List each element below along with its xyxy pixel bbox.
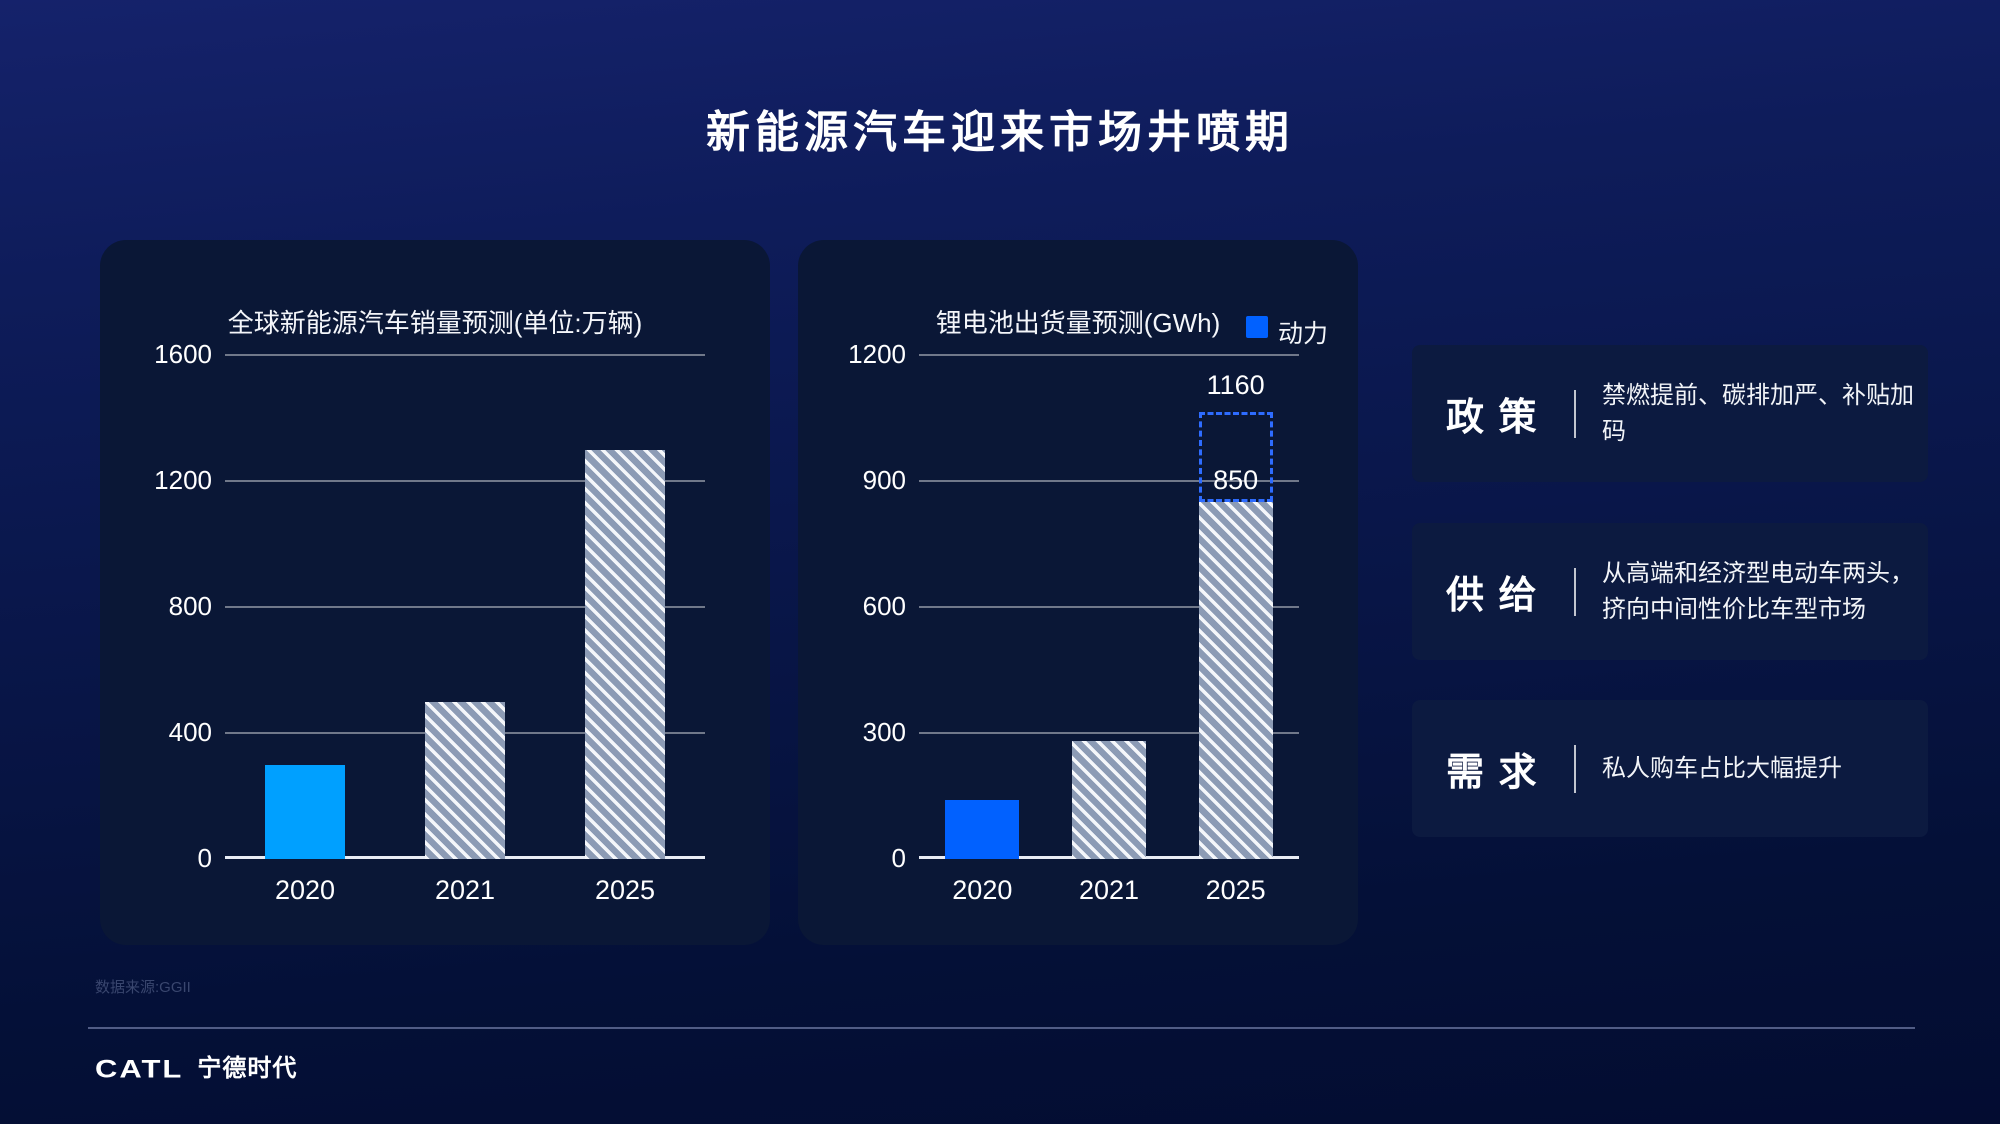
y-tick-label-1200: 1200 [848, 339, 906, 369]
y-tick-label-1600: 1600 [154, 339, 212, 369]
dashed-target-box [1198, 411, 1273, 502]
x-tick-label-2020: 2020 [274, 875, 336, 905]
y-tick-label-0: 0 [891, 843, 906, 873]
bar-value-label: 850 [1213, 465, 1259, 495]
chart-title-nev-sales: 全球新能源汽车销量预测(单位:万辆) [227, 308, 643, 338]
chart-card-nev-sales: 全球新能源汽车销量预测(单位:万辆) 0 400 800 1200 1600 2020 20… [100, 240, 770, 945]
panel-demand-heading: 需 求 [1446, 752, 1539, 794]
y-tick-label-800: 800 [168, 591, 212, 621]
x-tick-label-2020: 2020 [952, 875, 1013, 905]
bar-2025 [585, 449, 665, 859]
gridline-1600 [225, 354, 705, 356]
x-tick-label-2025: 2025 [1205, 875, 1266, 905]
panel-demand: 需 求 私人购车占比大幅提升 [1412, 700, 1928, 837]
catl-logo: CATL 宁德时代 [95, 1048, 297, 1084]
y-tick-label-900: 900 [862, 465, 906, 495]
gridline-1200 [225, 480, 705, 482]
gridline-1200 [919, 354, 1299, 356]
panel-policy-line-1: 禁燃提前、碳排加严、补贴加码 [1602, 381, 1914, 445]
panel-divider [1574, 389, 1576, 438]
panel-supply-text: 从高端和经济型电动车两头， 挤向中间性价比车型市场 [1602, 556, 1914, 628]
panel-divider [1574, 744, 1576, 793]
bar-2025 [1198, 502, 1273, 859]
legend-swatch-icon [1246, 316, 1268, 338]
data-source-note: 数据来源:GGII [95, 979, 191, 996]
plot-area-nev-sales: 0 400 800 1200 1600 2020 2021 2025 [154, 341, 705, 905]
bar-2020 [945, 800, 1020, 859]
y-tick-label-400: 400 [168, 717, 212, 747]
catl-logo-latin: CATL [95, 1054, 184, 1084]
chart-card-battery-shipments: 锂电池出货量预测(GWh) 动力 0 300 600 900 1200 2020 2021 2… [798, 240, 1358, 945]
panel-supply-line-1: 从高端和经济型电动车两头， [1602, 559, 1914, 587]
gridline-800 [225, 606, 705, 608]
x-tick-label-2021: 2021 [1078, 875, 1140, 905]
target-value-label: 1160 [1206, 369, 1265, 400]
plot-area-battery-shipments: 0 300 600 900 1200 2020 2021 2025 1160 850 [848, 341, 1299, 905]
x-tick-label-2021: 2021 [434, 875, 496, 905]
gridline-600 [919, 606, 1299, 608]
panel-policy-heading: 政 策 [1446, 397, 1539, 439]
panel-divider [1574, 567, 1576, 616]
legend-label: 动力 [1278, 320, 1329, 348]
panel-demand-text: 私人购车占比大幅提升 [1602, 751, 1842, 787]
bar-2021 [1072, 741, 1146, 859]
footer-divider [88, 1027, 1915, 1029]
bar-2020 [265, 764, 345, 859]
page-title: 新能源汽车迎来市场井喷期 [706, 108, 1294, 157]
chart-title-battery-shipments: 锂电池出货量预测(GWh) [935, 308, 1221, 338]
panel-demand-line-1: 私人购车占比大幅提升 [1602, 754, 1842, 782]
catl-logo-chinese: 宁德时代 [197, 1055, 298, 1082]
gridline-900 [919, 480, 1299, 482]
panel-supply: 供 给 从高端和经济型电动车两头， 挤向中间性价比车型市场 [1412, 523, 1928, 660]
x-tick-label-2025: 2025 [594, 875, 656, 905]
panel-supply-heading: 供 给 [1446, 575, 1539, 617]
panel-policy: 政 策 禁燃提前、碳排加严、补贴加码 [1412, 345, 1928, 482]
y-tick-label-0: 0 [197, 843, 212, 873]
y-tick-label-300: 300 [862, 717, 906, 747]
gridline-300 [919, 732, 1299, 734]
panel-policy-text: 禁燃提前、碳排加严、补贴加码 [1602, 378, 1928, 450]
bar-2021 [425, 701, 505, 859]
y-tick-label-600: 600 [862, 591, 906, 621]
y-tick-label-1200: 1200 [154, 465, 212, 495]
panel-supply-line-2: 挤向中间性价比车型市场 [1602, 595, 1866, 623]
